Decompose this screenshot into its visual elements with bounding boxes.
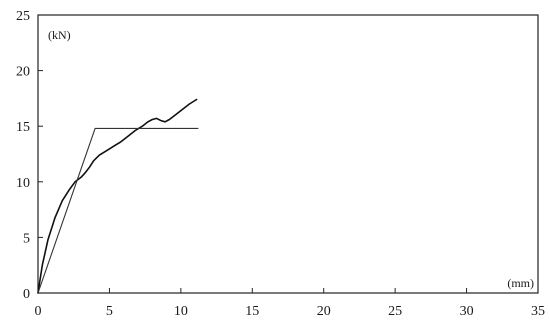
y-tick-label: 15	[16, 120, 30, 135]
x-tick-label: 15	[245, 304, 259, 319]
y-tick-label: 10	[16, 176, 30, 191]
bilinear-model-line	[37, 127, 199, 294]
measured-curve-line	[37, 98, 198, 294]
x-tick-label: 20	[317, 304, 331, 319]
y-axis-unit-label: (kN)	[48, 28, 71, 42]
y-tick-label: 20	[16, 65, 30, 80]
x-tick-label: 5	[106, 304, 113, 319]
x-tick-label: 10	[174, 304, 188, 319]
x-tick-label: 25	[388, 304, 402, 319]
x-tick-label: 35	[531, 304, 545, 319]
y-tick-label: 0	[23, 287, 30, 302]
chart-series	[37, 98, 199, 294]
x-tick-label: 30	[460, 304, 474, 319]
x-axis-unit-label: (mm)	[507, 276, 534, 290]
plot-frame	[37, 14, 539, 294]
y-tick-label: 5	[23, 231, 30, 246]
x-tick-label: 0	[35, 304, 42, 319]
y-tick-label: 25	[16, 9, 30, 24]
chart-axes: 0 5 10 15 20 25 30 35 0 5 10 15 20 25	[16, 9, 545, 319]
